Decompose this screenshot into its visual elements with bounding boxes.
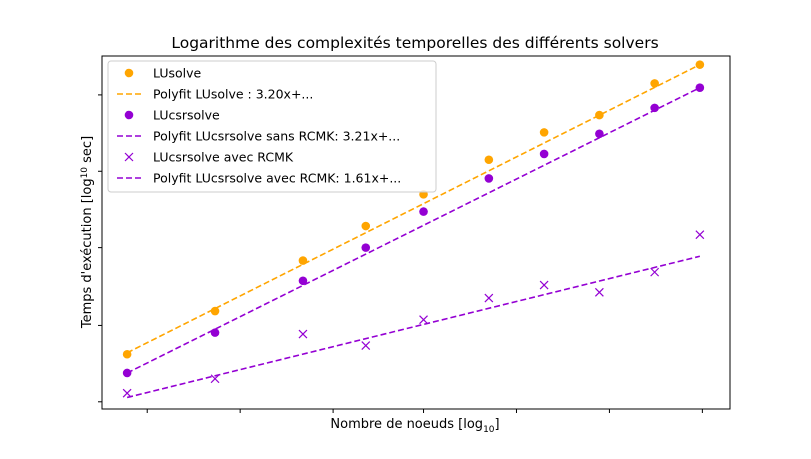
point-s4-6-stroke-b [539,280,549,290]
point-s2-1 [210,328,220,337]
legend-label-5: Polyfit LUcsrsolve avec RCMK: 1.61x+... [153,171,401,186]
legend-label-0: LUsolve [153,66,202,81]
point-s4-0 [122,388,132,398]
point-s2-3 [361,243,371,252]
point-s0-6 [539,128,549,137]
legend-marker-4-stroke-b [124,152,134,162]
point-s2-9 [695,83,705,92]
point-s4-7-stroke-b [594,287,604,297]
point-s4-1 [210,374,220,384]
point-s4-8 [650,267,660,277]
point-s2-6 [539,149,549,159]
legend-label-1: Polyfit LUsolve : 3.20x+... [153,87,313,102]
legend-label-4: LUcsrsolve avec RCMK [153,150,294,165]
point-s4-4 [419,315,428,325]
point-s2-4 [419,207,428,216]
point-s2-5 [484,174,494,183]
point-s0-2 [298,256,308,265]
point-s4-9 [695,230,705,240]
point-s0-8 [650,79,659,88]
legend-marker-0 [124,68,134,78]
point-s0-7 [595,110,604,120]
point-s4-9-stroke-b [695,230,705,240]
point-s4-6 [539,280,549,290]
point-s4-0-stroke-b [122,388,132,398]
point-s4-7 [594,287,604,297]
legend-marker-4 [124,152,134,162]
point-s4-8-stroke-b [650,267,660,277]
legend-box [107,60,437,193]
point-s4-1-stroke-b [210,374,220,384]
point-s2-8 [650,103,659,113]
legend-label-2: LUcsrsolve [153,108,220,123]
point-s4-5-stroke-b [484,293,494,303]
x-axis-label: Nombre de noeuds [log10] [330,417,499,435]
point-s4-5 [484,293,494,303]
legend: LUsolve Polyfit LUsolve : 3.20x+... LUcsrs… [107,60,437,193]
point-s4-4-stroke-b [419,315,428,325]
point-s4-3-stroke-b [361,341,371,351]
point-s0-1 [210,306,220,316]
point-s4-2-stroke-b [298,329,308,339]
fit-line-5 [126,255,701,399]
point-s0-5 [484,155,494,165]
point-s2-2 [298,276,308,286]
plot-frame [101,55,731,410]
fit-line-1 [126,63,701,354]
point-s0-9 [695,60,705,69]
point-s4-2 [298,329,308,339]
legend-label-3: Polyfit LUcsrsolve sans RCMK: 3.21x+... [153,129,400,144]
point-s0-3 [361,221,371,231]
fit-line-3 [126,86,701,374]
legend-marker-2 [124,110,134,120]
y-axis-label: Temps d'exécution [log10 sec] [80,136,95,329]
point-s2-7 [595,129,604,139]
chart-title: Logarithme des complexités temporelles d… [171,34,658,52]
point-s0-0 [122,349,132,359]
point-s2-0 [122,368,132,378]
point-s4-3 [361,341,371,351]
